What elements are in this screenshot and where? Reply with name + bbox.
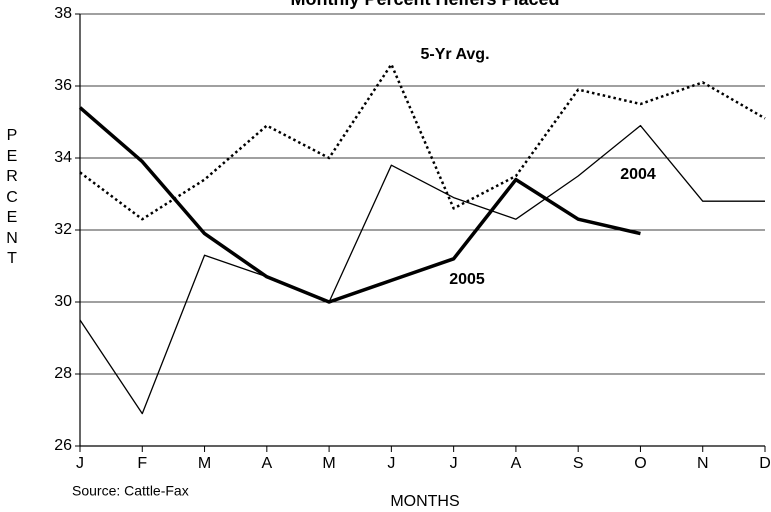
x-tick-label: M [198,455,211,472]
x-tick-label: O [634,455,646,472]
series-line [79,63,766,221]
series-line [78,106,641,304]
x-tick-label: D [759,455,771,472]
series-line [79,124,765,415]
x-tick-label: J [387,455,395,472]
y-tick-label: 30 [54,293,72,310]
y-tick-label: 32 [54,221,72,238]
y-tick-label: 28 [54,365,72,382]
x-tick-label: N [697,455,709,472]
series-label: 5-Yr Avg. [420,46,489,63]
chart-title: Monthly Percent Heifers Placed [290,0,559,9]
y-tick-label: 38 [54,5,72,22]
x-tick-label: M [322,455,335,472]
x-tick-label: J [76,455,84,472]
series-label: 2005 [449,271,485,288]
x-tick-label: F [137,455,147,472]
y-tick-label: 26 [54,437,72,454]
y-tick-label: 36 [54,77,72,94]
source-note: Source: Cattle-Fax [72,483,189,499]
x-tick-label: S [573,455,584,472]
x-tick-label: J [450,455,458,472]
y-tick-label: 34 [54,149,72,166]
x-tick-label: A [511,455,522,472]
x-tick-label: A [261,455,272,472]
x-axis-label: MONTHS [390,493,459,510]
series-label: 2004 [620,166,656,183]
y-axis-label: PERCENT [6,127,18,267]
